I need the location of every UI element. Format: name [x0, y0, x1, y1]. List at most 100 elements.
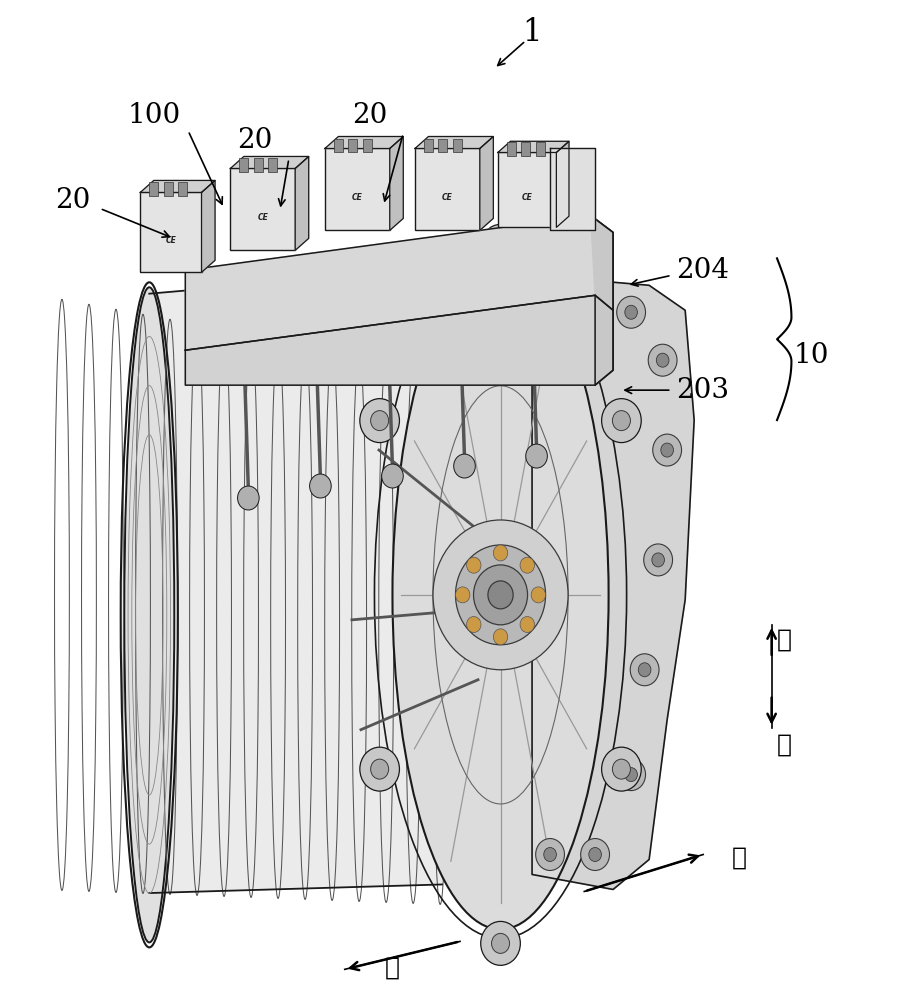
- Polygon shape: [390, 137, 403, 230]
- FancyBboxPatch shape: [521, 142, 530, 156]
- Circle shape: [612, 411, 630, 431]
- Circle shape: [371, 411, 389, 431]
- FancyBboxPatch shape: [363, 139, 372, 152]
- Circle shape: [492, 236, 510, 256]
- Ellipse shape: [392, 260, 609, 929]
- Polygon shape: [415, 137, 493, 148]
- Circle shape: [544, 848, 557, 861]
- Text: CE: CE: [165, 236, 177, 245]
- Polygon shape: [141, 180, 215, 192]
- Polygon shape: [480, 137, 493, 230]
- Circle shape: [625, 305, 638, 319]
- Text: 20: 20: [237, 127, 272, 154]
- Circle shape: [456, 545, 546, 645]
- Polygon shape: [325, 137, 403, 148]
- Text: 下: 下: [777, 733, 792, 757]
- Polygon shape: [295, 156, 308, 250]
- Circle shape: [536, 839, 565, 870]
- Circle shape: [653, 434, 682, 466]
- Text: 右: 右: [732, 846, 747, 870]
- Polygon shape: [150, 268, 442, 893]
- Circle shape: [474, 565, 528, 625]
- Circle shape: [644, 544, 673, 576]
- Circle shape: [466, 557, 481, 573]
- Polygon shape: [230, 156, 308, 168]
- Circle shape: [492, 933, 510, 953]
- Circle shape: [531, 587, 546, 603]
- FancyBboxPatch shape: [230, 168, 295, 250]
- Text: 20: 20: [353, 102, 388, 129]
- Polygon shape: [557, 141, 569, 227]
- Circle shape: [649, 344, 677, 376]
- Polygon shape: [498, 141, 569, 152]
- Polygon shape: [591, 215, 613, 385]
- Circle shape: [526, 444, 548, 468]
- Circle shape: [520, 557, 535, 573]
- Polygon shape: [185, 295, 613, 385]
- FancyBboxPatch shape: [507, 142, 516, 156]
- FancyBboxPatch shape: [178, 182, 187, 196]
- Text: 10: 10: [794, 342, 829, 369]
- FancyBboxPatch shape: [334, 139, 343, 152]
- Circle shape: [520, 617, 535, 633]
- Text: 1: 1: [522, 17, 542, 48]
- Circle shape: [625, 768, 638, 782]
- Circle shape: [237, 486, 259, 510]
- Text: 203: 203: [676, 377, 729, 404]
- Circle shape: [309, 474, 331, 498]
- FancyBboxPatch shape: [415, 148, 480, 230]
- Circle shape: [540, 289, 569, 321]
- Circle shape: [493, 545, 508, 561]
- FancyBboxPatch shape: [424, 139, 433, 152]
- Text: CE: CE: [257, 213, 268, 222]
- Text: 20: 20: [55, 187, 90, 214]
- Circle shape: [602, 399, 641, 443]
- FancyBboxPatch shape: [438, 139, 447, 152]
- Text: CE: CE: [442, 193, 453, 202]
- Text: 左: 左: [385, 955, 400, 979]
- Circle shape: [589, 848, 602, 861]
- Circle shape: [481, 921, 520, 965]
- Circle shape: [657, 353, 669, 367]
- Circle shape: [639, 663, 651, 677]
- Circle shape: [481, 224, 520, 268]
- FancyBboxPatch shape: [253, 158, 262, 172]
- Circle shape: [661, 443, 674, 457]
- Circle shape: [382, 464, 403, 488]
- Polygon shape: [185, 215, 613, 350]
- FancyBboxPatch shape: [498, 152, 557, 227]
- FancyBboxPatch shape: [150, 182, 159, 196]
- Circle shape: [617, 759, 646, 791]
- FancyBboxPatch shape: [536, 142, 545, 156]
- Circle shape: [360, 747, 400, 791]
- Circle shape: [488, 581, 513, 609]
- FancyBboxPatch shape: [453, 139, 462, 152]
- Text: CE: CE: [352, 193, 363, 202]
- Circle shape: [454, 454, 475, 478]
- Circle shape: [360, 399, 400, 443]
- Polygon shape: [532, 275, 695, 889]
- Polygon shape: [550, 148, 595, 230]
- FancyBboxPatch shape: [268, 158, 277, 172]
- Circle shape: [612, 759, 630, 779]
- Circle shape: [466, 617, 481, 633]
- FancyBboxPatch shape: [325, 148, 390, 230]
- Circle shape: [652, 553, 665, 567]
- Ellipse shape: [124, 287, 174, 942]
- Circle shape: [548, 298, 561, 312]
- FancyBboxPatch shape: [239, 158, 248, 172]
- FancyBboxPatch shape: [163, 182, 172, 196]
- Circle shape: [617, 296, 646, 328]
- Circle shape: [602, 747, 641, 791]
- Text: 上: 上: [777, 628, 792, 652]
- Circle shape: [456, 587, 470, 603]
- Circle shape: [581, 839, 610, 870]
- FancyBboxPatch shape: [141, 192, 201, 272]
- Text: CE: CE: [521, 193, 532, 202]
- Circle shape: [433, 520, 568, 670]
- Circle shape: [630, 654, 659, 686]
- Text: 204: 204: [676, 257, 729, 284]
- Circle shape: [493, 629, 508, 645]
- Polygon shape: [201, 180, 215, 272]
- FancyBboxPatch shape: [348, 139, 357, 152]
